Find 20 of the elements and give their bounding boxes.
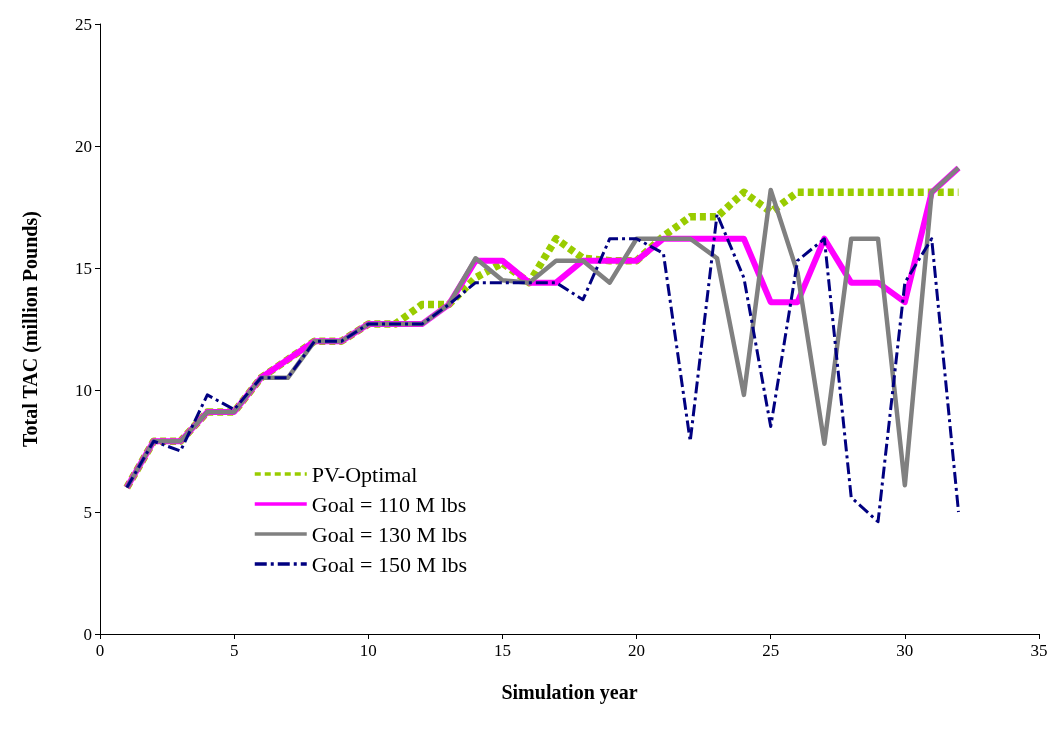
x-tick-label: 0 [95, 641, 105, 660]
x-axis-title: Simulation year [501, 681, 638, 704]
x-tick-label: 15 [493, 641, 511, 660]
y-tick-label: 10 [75, 380, 92, 400]
legend-label: Goal = 110 M lbs [311, 491, 467, 517]
legend-label: Goal = 150 M lbs [311, 551, 468, 577]
y-tick-label: 15 [75, 258, 92, 278]
y-tick-label: 0 [83, 624, 92, 644]
y-tick-label: 25 [75, 14, 92, 34]
x-tick-label: 20 [628, 641, 646, 660]
y-tick-label: 20 [75, 136, 92, 156]
x-tick-label: 35 [1030, 641, 1048, 660]
x-tick-label: 25 [762, 641, 780, 660]
x-tick-label: 30 [896, 641, 914, 660]
legend-label: Goal = 130 M lbs [311, 521, 468, 547]
x-tick-label: 10 [359, 641, 377, 660]
x-tick-label: 5 [229, 641, 239, 660]
legend-label: PV-Optimal [311, 461, 418, 487]
y-axis-title: Total TAC (million Pounds) [19, 211, 42, 447]
y-tick-label: 5 [83, 502, 92, 522]
